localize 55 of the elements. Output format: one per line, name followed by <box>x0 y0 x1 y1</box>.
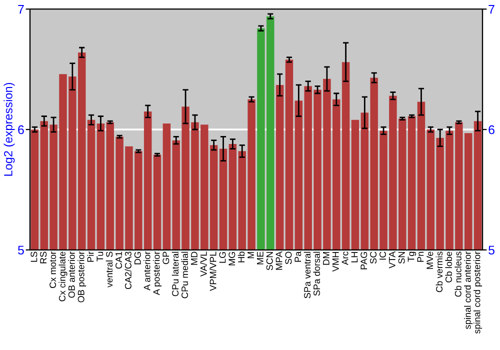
x-tick-label: DM <box>323 252 330 265</box>
x-tick-label: SPa dorsal <box>313 252 320 296</box>
x-tick-label: Tg <box>408 252 416 262</box>
x-tick-label: SN <box>398 252 405 264</box>
x-tick-label: CPu medial <box>181 252 188 298</box>
x-tick-label: DG <box>134 252 141 264</box>
x-tick-label: VTA <box>389 251 396 268</box>
x-tick-label: IC <box>379 252 386 260</box>
x-tick-label: Cx cingulate <box>58 252 68 302</box>
x-tick-label: spinal cord anterior <box>464 251 473 329</box>
x-tick-label: CA1 <box>116 252 122 269</box>
x-tick-label: RS <box>40 252 47 264</box>
x-tick-label: ventral S <box>106 252 113 288</box>
x-tick-label: Cb lobe <box>445 252 452 282</box>
y2-tick-label: 6 <box>488 125 494 134</box>
y2-tick-label: 7 <box>488 5 494 14</box>
x-tick-label: MPA <box>276 251 282 270</box>
y-tick-label: 7 <box>18 5 24 14</box>
x-tick-label: spinal cord posterior <box>474 251 482 334</box>
y-tick-label: 6 <box>18 125 24 134</box>
x-tick-label: LH <box>351 252 358 262</box>
x-tick-label: LG <box>219 252 226 263</box>
x-tick-label: GP <box>162 252 170 264</box>
x-tick-label: VA/VL <box>200 252 207 277</box>
x-tick-label: Pa <box>294 251 302 262</box>
x-tick-label: SO <box>285 252 292 264</box>
x-tick-label: A anterior <box>144 251 150 291</box>
x-tick-label: OB posterior <box>78 251 86 302</box>
y-tick-label: 5 <box>18 246 24 255</box>
x-tick-label: SPa ventral <box>304 252 311 298</box>
x-tick-label: VMH <box>332 252 339 272</box>
x-tick-label: OB anterior <box>68 251 75 298</box>
x-tick-label: Pir <box>87 251 94 262</box>
x-tick-label: CPu lateral <box>172 252 179 296</box>
x-tick-label: Cb nucleus <box>454 252 462 297</box>
x-tick-label: Hb <box>238 252 245 262</box>
x-tick-label: CA2/CA3 <box>124 252 132 290</box>
y-axis-title: Log2 (expression) <box>4 82 15 176</box>
x-tick-label: LS <box>30 252 38 262</box>
x-tick-label: Cb vermis <box>436 252 443 292</box>
x-tick-label: ME <box>257 252 264 264</box>
x-tick-label: MG <box>228 252 236 266</box>
x-tick-label: MD <box>191 252 198 265</box>
x-tick-label: M <box>248 252 254 258</box>
x-tick-label: MVe <box>426 252 434 269</box>
x-tick-label: SCN <box>266 252 273 270</box>
x-tick-label: Tu <box>96 252 104 262</box>
x-tick-label: SC <box>370 252 377 264</box>
x-tick-label: Cx motor <box>50 251 56 288</box>
x-tick-label: VPM/VPL <box>210 252 216 291</box>
y2-tick-label: 5 <box>488 246 494 255</box>
x-tick-label: Pn <box>417 252 424 262</box>
x-tick-label: A posterior <box>152 251 162 296</box>
x-tick-label: PAG <box>360 252 368 270</box>
x-tick-label: Arc <box>342 252 348 266</box>
